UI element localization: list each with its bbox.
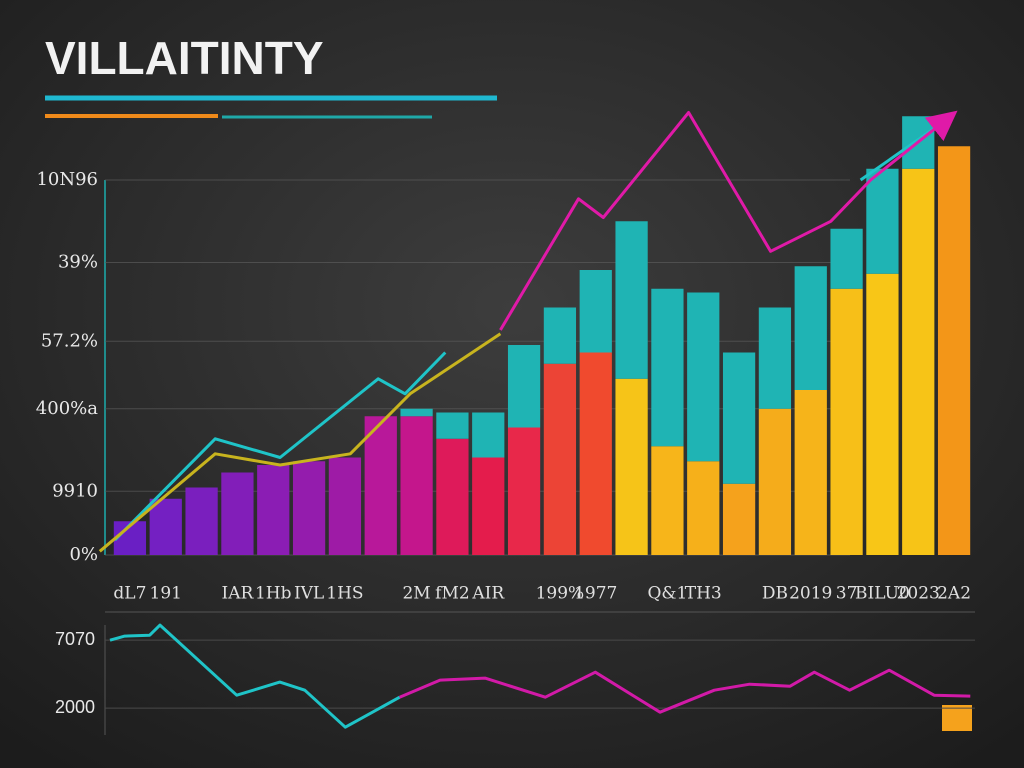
bar-segment <box>651 288 684 447</box>
bar-segment <box>830 288 863 555</box>
bar-segment <box>794 266 827 390</box>
x-tick-label: Q&1 <box>647 584 687 604</box>
bar-segment <box>758 307 792 409</box>
y-tick-label: 9910 <box>52 480 98 501</box>
bar-segment <box>687 461 720 555</box>
marker-box <box>942 705 972 731</box>
y-tick-label: 10N96 <box>36 169 98 190</box>
x-tick-label: 37 <box>836 584 858 604</box>
x-tick-label: 1Hb <box>255 584 292 604</box>
bar-segment <box>866 273 899 555</box>
bar-segment <box>436 412 469 439</box>
bar-segment <box>651 446 684 555</box>
bar-segment <box>937 146 971 555</box>
y-tick-label: 400%a <box>36 398 98 419</box>
bar-segment <box>364 416 397 555</box>
bar-segment <box>507 345 541 428</box>
chart-title: VILLAITINTY <box>45 32 324 84</box>
x-tick-label: TH3 <box>685 584 722 604</box>
bar-segment <box>221 472 254 555</box>
bar-segment <box>830 228 863 289</box>
bar-segment <box>400 408 433 417</box>
bar-segment <box>687 292 720 462</box>
bar-segment <box>579 270 612 353</box>
bar-segment <box>615 221 648 379</box>
x-tick-label: 2A2 <box>937 584 971 604</box>
y-tick-label: 57.2% <box>41 330 98 351</box>
bar-segment <box>615 378 648 555</box>
bar-segment <box>185 487 218 555</box>
y-tick-label: 2000 <box>55 697 95 717</box>
x-tick-label: IAR <box>222 584 255 604</box>
y-tick-label: 39% <box>58 252 98 273</box>
x-tick-label: BILU0 <box>855 584 910 604</box>
x-tick-label: 191 <box>150 584 182 604</box>
bar-segment <box>794 390 827 555</box>
x-tick-label: IVL <box>294 584 324 604</box>
bar-segment <box>472 457 505 555</box>
line <box>499 110 958 331</box>
bar-segment <box>579 352 612 555</box>
bar-segment <box>257 465 290 555</box>
bar-segment <box>722 352 756 484</box>
x-tick-label: DB <box>762 584 788 604</box>
bar-segment <box>902 168 935 555</box>
x-tick-label: fM2 <box>435 584 470 604</box>
x-tick-label: 2M <box>402 584 430 604</box>
bar-segment <box>328 457 362 555</box>
bar-segment <box>543 307 577 364</box>
bar-segment <box>400 416 433 555</box>
bar-segment <box>543 363 577 555</box>
line <box>109 623 401 729</box>
x-tick-label: 2023 <box>897 584 940 604</box>
line <box>98 332 502 553</box>
line <box>399 668 971 714</box>
bar-segment <box>149 498 182 555</box>
bar-segment <box>436 438 469 555</box>
bar-segment <box>507 427 541 555</box>
bar-segment <box>758 408 792 555</box>
x-tick-label: 1HS <box>326 584 363 604</box>
y-tick-label: 0% <box>69 544 98 565</box>
bar-segment <box>472 412 505 458</box>
bar-segment <box>292 461 326 555</box>
x-tick-label: 199% <box>536 584 585 604</box>
x-tick-label: dL7 <box>113 584 146 604</box>
x-tick-label: 1977 <box>574 584 617 604</box>
x-tick-label: AIR <box>471 584 505 604</box>
y-tick-label: 7070 <box>55 629 95 649</box>
bar-segment <box>722 483 756 555</box>
bar-segment <box>866 168 899 274</box>
x-tick-label: 2019 <box>789 584 832 604</box>
